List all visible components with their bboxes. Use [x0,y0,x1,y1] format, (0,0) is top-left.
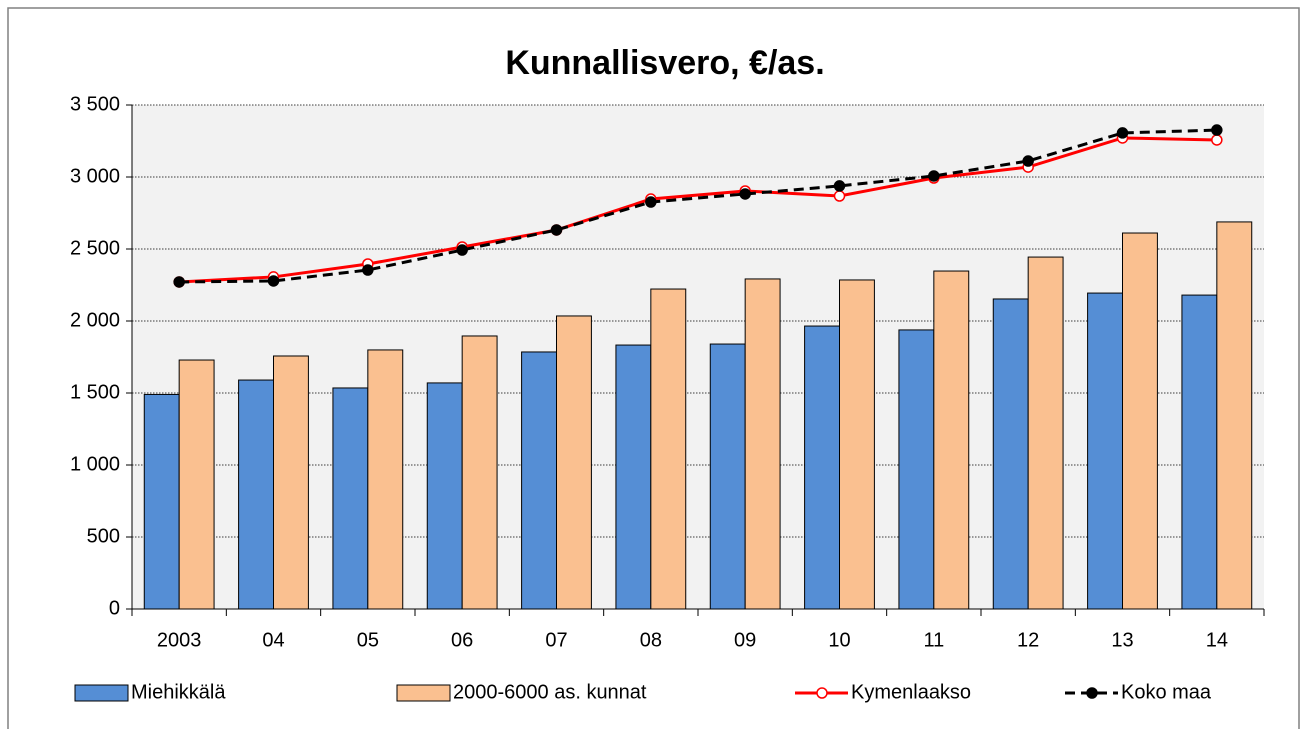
line-marker [173,276,185,288]
legend-marker [1086,687,1098,699]
bar [804,325,841,610]
line-marker [928,170,940,182]
line-marker [739,188,751,200]
line-marker [1211,134,1223,146]
line [179,136,1217,284]
bar [178,359,215,610]
line-marker [833,190,846,202]
legend-label: Kymenlaakso [851,681,971,703]
line-marker [267,275,280,287]
x-tick-label: 2003 [157,629,202,651]
line-marker [456,244,468,256]
bar [367,349,404,610]
bar [615,344,652,610]
bar [332,387,369,610]
line-marker [1116,127,1129,139]
y-tick-label: 500 [87,525,120,547]
x-tick-label: 07 [545,629,567,651]
y-tick-label: 1 000 [70,453,120,475]
line-marker [833,180,846,192]
legend-swatch [396,684,451,702]
x-tick-label: 04 [262,629,284,651]
plot-area [132,105,1264,609]
line-marker [362,264,374,276]
bar [898,329,935,610]
line-marker [1211,124,1223,136]
y-tick-label: 3 500 [70,93,120,115]
legend-label: Koko maa [1121,681,1212,703]
bar [143,393,180,610]
bar [521,351,558,610]
chart-title: Kunnallisvero, €/as. [505,44,824,82]
bar [556,315,592,610]
bar [650,288,687,610]
bar [933,270,970,610]
y-tick-label: 2 000 [70,309,120,331]
bar [1181,294,1218,610]
bar [744,278,781,610]
bar [273,355,309,610]
bar [1216,221,1253,610]
y-tick-label: 1 500 [70,381,120,403]
bar [1122,232,1158,610]
line-marker [645,196,657,208]
x-tick-label: 06 [451,629,473,651]
x-tick-label: 11 [923,629,944,651]
legend-marker [816,687,828,699]
y-tick-label: 3 000 [70,165,120,187]
bar [992,298,1029,610]
x-tick-label: 10 [828,629,850,651]
y-tick-label: 2 500 [70,237,120,259]
bar [461,335,498,610]
x-tick-label: 08 [640,629,662,651]
x-tick-label: 13 [1111,629,1133,651]
line-marker [550,224,563,236]
legend-label: 2000-6000 as. kunnat [453,681,647,703]
bar [426,382,463,610]
x-tick-label: 12 [1017,629,1039,651]
bar [1027,256,1064,610]
x-tick-label: 05 [357,629,379,651]
legend-swatch [74,684,129,702]
bar [709,343,746,610]
line-marker [1022,155,1034,167]
bar [839,279,875,610]
y-tick-label: 0 [109,597,120,619]
bar [238,379,274,610]
x-tick-label: 14 [1206,629,1228,651]
legend-label: Miehikkälä [131,681,226,703]
bar [1087,292,1124,610]
x-tick-label: 09 [734,629,756,651]
